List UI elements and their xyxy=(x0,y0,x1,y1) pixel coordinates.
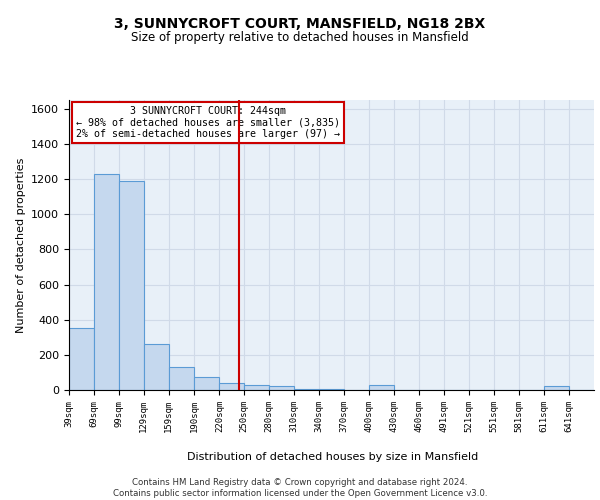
Bar xyxy=(119,181,144,390)
Text: Distribution of detached houses by size in Mansfield: Distribution of detached houses by size … xyxy=(187,452,479,462)
Bar xyxy=(269,386,294,390)
Bar xyxy=(194,377,220,390)
Bar xyxy=(369,384,394,390)
Text: 3 SUNNYCROFT COURT: 244sqm  
← 98% of detached houses are smaller (3,835)
2% of : 3 SUNNYCROFT COURT: 244sqm ← 98% of deta… xyxy=(76,106,340,139)
Y-axis label: Number of detached properties: Number of detached properties xyxy=(16,158,26,332)
Bar xyxy=(294,389,319,390)
Bar xyxy=(144,344,169,390)
Text: 3, SUNNYCROFT COURT, MANSFIELD, NG18 2BX: 3, SUNNYCROFT COURT, MANSFIELD, NG18 2BX xyxy=(115,18,485,32)
Bar xyxy=(544,386,569,390)
Bar xyxy=(69,328,94,390)
Bar xyxy=(319,389,344,390)
Bar xyxy=(244,384,269,390)
Text: Contains HM Land Registry data © Crown copyright and database right 2024.
Contai: Contains HM Land Registry data © Crown c… xyxy=(113,478,487,498)
Bar xyxy=(94,174,119,390)
Bar xyxy=(220,383,244,390)
Bar xyxy=(169,367,194,390)
Text: Size of property relative to detached houses in Mansfield: Size of property relative to detached ho… xyxy=(131,31,469,44)
